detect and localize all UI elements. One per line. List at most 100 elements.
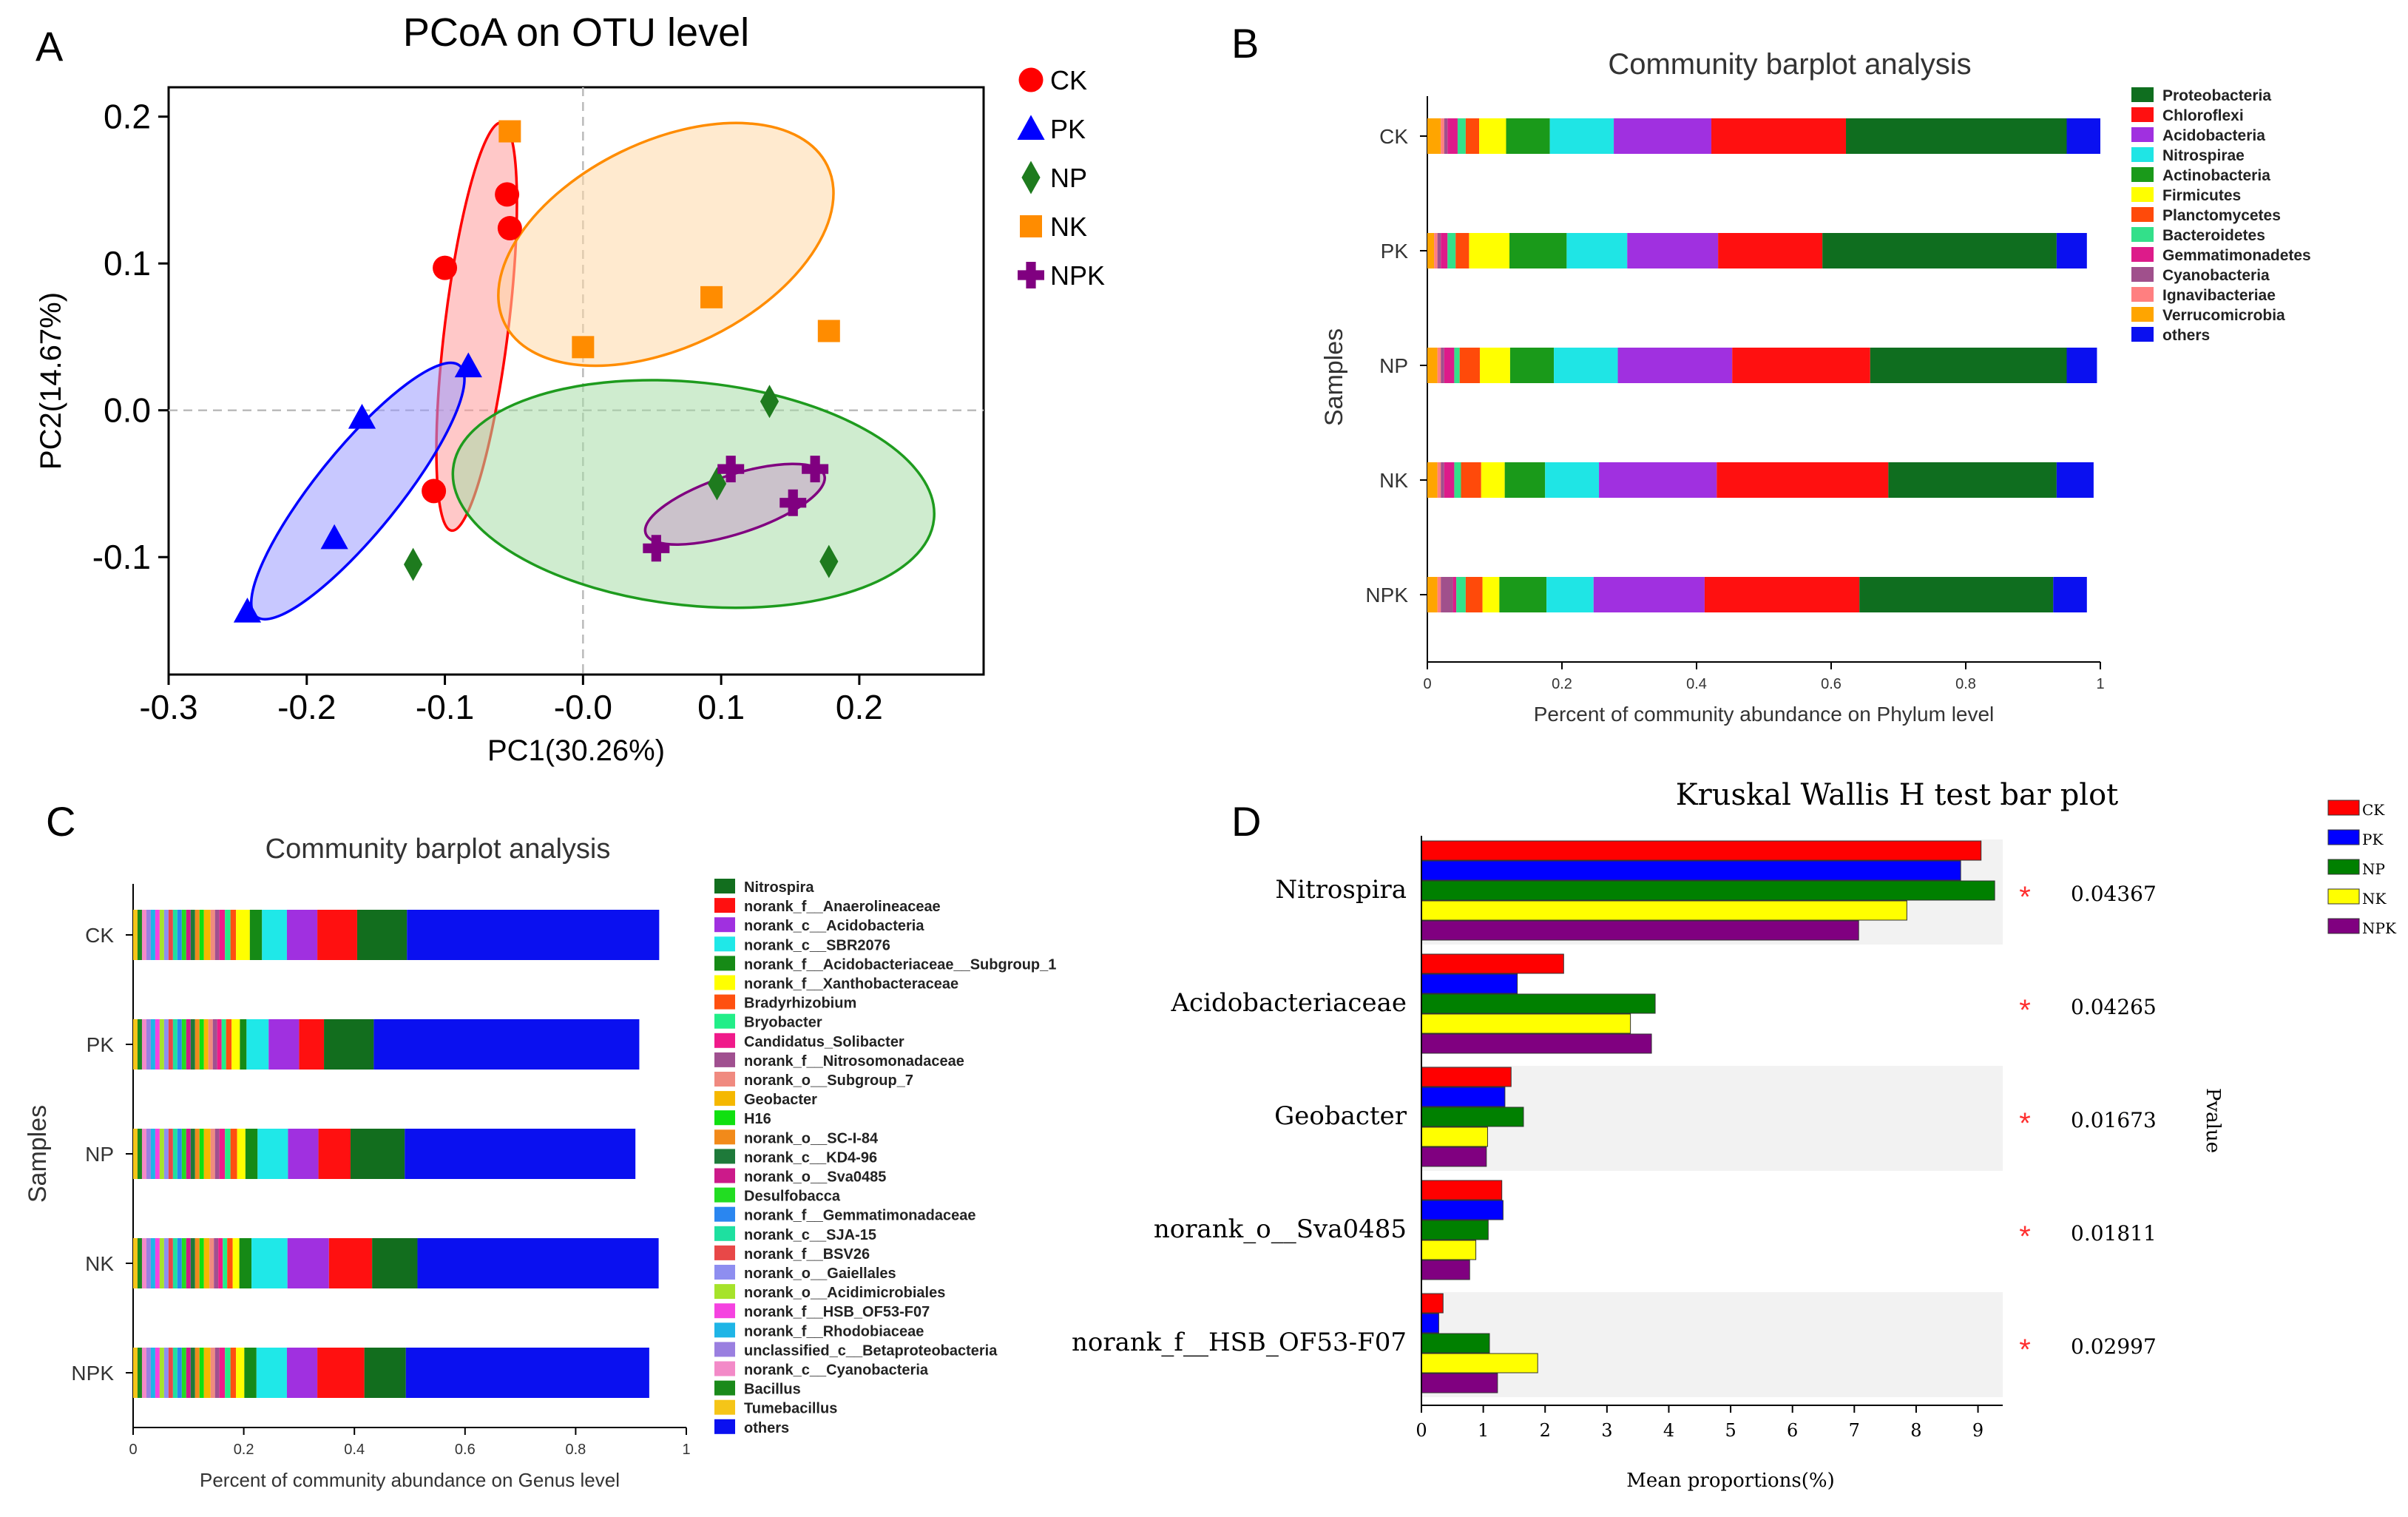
genus-legend-label-norank-o-gaiellales: norank_o__Gaiellales [744, 1266, 896, 1282]
phylum-bar-pk-acidobacteria [1627, 233, 1719, 268]
genus-bar-nk-tumebacillus [133, 1238, 138, 1288]
genus-bar-pk-h16 [199, 1019, 204, 1070]
genus-bar-nk-norank-f-hsb-of53-f07 [155, 1238, 160, 1288]
genus-bar-np-norank-o-gaiellales [163, 1129, 169, 1179]
pcoa-point-nk-1 [498, 120, 521, 143]
genus-barplot-panel: Community barplot analysis CK PK NP NK NPK 0 0.… [24, 834, 1056, 1491]
panel-label-c: C [46, 798, 75, 845]
kw-bar-norank-f-hsb-of53-f07-pk [1421, 1313, 1439, 1334]
phylum-bar-nk-acidobacteria [1599, 462, 1717, 498]
genus-bar-npk-nitrospira [364, 1348, 406, 1398]
pcoa-point-pk-1 [348, 404, 376, 429]
genus-legend-swatch-norank-c-sja-15 [714, 1226, 735, 1241]
genus-bar-npk-norank-c-sja-15 [172, 1348, 177, 1398]
phylum-bar-npk-firmicutes [1482, 577, 1500, 612]
genus-bar-npk-desulfobacca [181, 1348, 186, 1398]
genus-bar-nk-norank-f-acidobacteriaceae-subgroup-1 [239, 1238, 252, 1288]
phylum-legend-swatch-planctomycetes [2131, 207, 2154, 222]
pcoa-legend-label-ck: CK [1050, 65, 1087, 95]
genus-bar-ck-norank-f-rhodobiaceae [150, 910, 155, 960]
genus-bar-np-nitrospira [350, 1129, 405, 1179]
kw-row-band-5 [1421, 1292, 2003, 1397]
genus-bar-nk-bryobacter [223, 1238, 228, 1288]
genus-bar-pk-norank-f-rhodobiaceae [150, 1019, 155, 1070]
kw-right-axis-label: Pvalue [2202, 1088, 2224, 1153]
genus-bar-ck-norank-c-sbr2076 [262, 910, 287, 960]
pcoa-legend-marker-ck [1018, 67, 1044, 92]
phylum-bar-ck-nitrospirae [1549, 118, 1614, 154]
kw-category-label: Nitrospira [1275, 875, 1407, 905]
genus-bar-nk-norank-f-xanthobacteraceae [232, 1238, 240, 1288]
panel-label-b: B [1231, 20, 1259, 67]
kw-legend-swatch-npk [2327, 918, 2360, 934]
pcoa-point-npk-4 [802, 456, 829, 483]
genus-bar-ck-norank-o-subgroup-7 [210, 910, 215, 960]
phylum-bar-nk-proteobacteria [1888, 462, 2057, 498]
genus-legend-swatch-norank-o-subgroup-7 [714, 1072, 735, 1087]
pcoa-legend-marker-nk [1020, 215, 1042, 237]
genus-legend-label-geobacter: Geobacter [744, 1092, 817, 1108]
genus-bar-ck-tumebacillus [133, 910, 138, 960]
phylum-legend-label-nitrospirae: Nitrospirae [2162, 147, 2245, 164]
genus-legend-label-norank-f-nitrosomonadaceae: norank_f__Nitrosomonadaceae [744, 1053, 964, 1070]
genus-bar-ck-norank-f-anaerolineaceae [317, 910, 357, 960]
genus-bar-nk-unclassified-c-betaproteobacteria [146, 1238, 151, 1288]
kw-pvalue: 0.01673 [2071, 1108, 2157, 1132]
genus-bar-npk-candidatus-solibacter [219, 1348, 226, 1398]
kw-bar-norank-f-hsb-of53-f07-np [1421, 1333, 1490, 1354]
kw-pvalue: 0.04367 [2071, 882, 2157, 906]
phylum-x-axis-label: Percent of community abundance on Phylum… [1534, 703, 1995, 726]
genus-bar-ck-norank-c-sja-15 [172, 910, 177, 960]
pcoa-point-nk-4 [572, 336, 595, 359]
genus-bar-ck-h16 [199, 910, 204, 960]
phylum-bar-pk-chloroflexi [1718, 233, 1823, 268]
phylum-bar-ck-chloroflexi [1711, 118, 1847, 154]
genus-bar-np-norank-f-gemmatimonadaceae [177, 1129, 182, 1179]
phylum-xtick-label: 0 [1423, 676, 1431, 692]
genus-legend-label-bryobacter: Bryobacter [744, 1015, 822, 1031]
kw-bar-nitrospira-nk [1421, 900, 1907, 921]
genus-bar-npk-h16 [199, 1348, 204, 1398]
pcoa-point-ck-3 [433, 255, 458, 280]
genus-legend-swatch-tumebacillus [714, 1399, 735, 1415]
genus-legend-label-norank-o-sc-i-84: norank_o__SC-I-84 [744, 1130, 879, 1146]
genus-bar-np-norank-f-rhodobiaceae [150, 1129, 155, 1179]
genus-bar-pk-norank-o-subgroup-7 [208, 1019, 213, 1070]
phylum-legend-swatch-acidobacteria [2131, 127, 2154, 142]
genus-bar-pk-norank-o-acidimicrobiales [159, 1019, 164, 1070]
phylum-bar-ck-gemmatimonadetes [1447, 118, 1458, 154]
panel-label-d: D [1231, 798, 1261, 845]
genus-legend-swatch-norank-o-acidimicrobiales [714, 1284, 735, 1300]
phylum-bar-np-cyanobacteria [1441, 348, 1444, 383]
phylum-legend-swatch-verrucomicrobia [2131, 307, 2154, 322]
genus-bar-ck-norank-c-cyanobacteria [141, 910, 146, 960]
genus-bar-ck-others [407, 910, 660, 960]
phylum-bar-np-verrucomicrobia [1427, 348, 1438, 383]
genus-bar-pk-norank-c-sbr2076 [246, 1019, 269, 1070]
pcoa-xtick-label: -0.2 [277, 688, 336, 726]
kw-legend-swatch-ck [2327, 800, 2360, 816]
genus-bar-npk-norank-f-hsb-of53-f07 [155, 1348, 160, 1398]
kw-bar-acidobacteriaceae-nk [1421, 1013, 1631, 1034]
phylum-bar-ck-planctomycetes [1465, 118, 1480, 154]
genus-bar-pk-norank-f-xanthobacteraceae [231, 1019, 240, 1070]
genus-category-label: NK [85, 1252, 114, 1275]
phylum-bar-pk-actinobacteria [1509, 233, 1567, 268]
genus-legend-swatch-norank-c-kd4-96 [714, 1149, 735, 1164]
genus-bar-ck-norank-f-nitrosomonadaceae [214, 910, 220, 960]
genus-legend-label-unclassified-c-betaproteobacteria: unclassified_c__Betaproteobacteria [744, 1342, 998, 1359]
genus-legend-label-norank-f-gemmatimonadaceae: norank_f__Gemmatimonadaceae [744, 1208, 975, 1224]
genus-legend-label-desulfobacca: Desulfobacca [744, 1189, 841, 1205]
genus-bar-np-norank-c-sja-15 [172, 1129, 177, 1179]
phylum-legend-label-chloroflexi: Chloroflexi [2162, 107, 2244, 124]
genus-bar-pk-norank-f-gemmatimonadaceae [177, 1019, 182, 1070]
genus-bar-ck-bradyrhizobium [230, 910, 237, 960]
phylum-title: Community barplot analysis [1608, 48, 1971, 81]
genus-bar-npk-norank-f-rhodobiaceae [150, 1348, 155, 1398]
pcoa-point-ck-1 [495, 182, 520, 207]
genus-legend-label-norank-f-acidobacteriaceae-subgroup-1: norank_f__Acidobacteriaceae__Subgroup_1 [744, 956, 1056, 973]
genus-title: Community barplot analysis [266, 834, 611, 865]
genus-bar-ck-norank-f-gemmatimonadaceae [177, 910, 182, 960]
phylum-bar-pk-nitrospirae [1566, 233, 1628, 268]
genus-bar-nk-candidatus-solibacter [218, 1238, 223, 1288]
